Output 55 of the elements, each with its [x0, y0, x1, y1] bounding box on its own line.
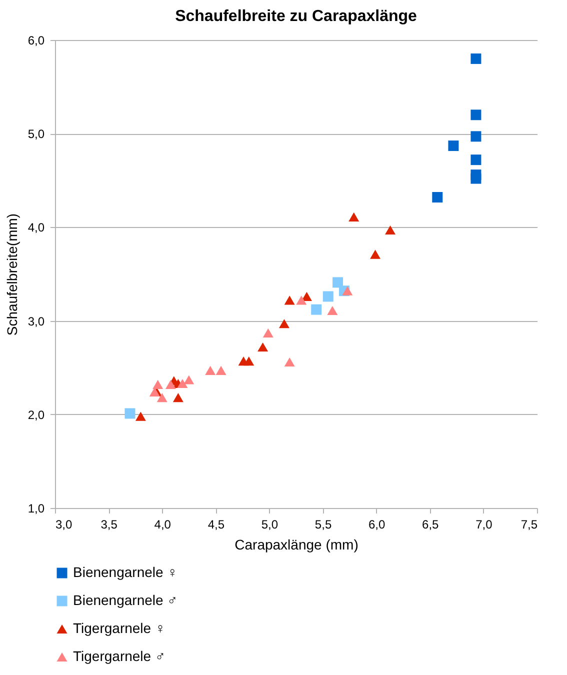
x-tick-label: 4,5: [208, 518, 225, 532]
y-tick-label: 1,0: [28, 502, 45, 516]
point: [284, 296, 295, 305]
point: [342, 286, 353, 296]
x-tick-label: 7,5: [520, 518, 538, 532]
point: [311, 304, 322, 315]
point: [135, 412, 146, 421]
point: [448, 140, 459, 152]
x-tick-label: 3,5: [100, 518, 118, 532]
point: [205, 366, 216, 375]
point: [470, 154, 482, 166]
point: [184, 375, 194, 384]
point: [216, 366, 226, 375]
legend-label: Tigergarnele ♀: [73, 620, 166, 636]
x-tick-label: 5,0: [261, 518, 278, 532]
point: [278, 319, 290, 328]
y-tick-label: 6,0: [28, 34, 45, 48]
point: [470, 110, 482, 120]
point: [470, 131, 482, 142]
y-axis-title: Schaufelbreite(mm): [4, 213, 20, 336]
legend-label: Bienengarnele ♀: [73, 564, 178, 580]
point: [244, 356, 254, 366]
point: [432, 192, 443, 202]
point: [156, 393, 168, 402]
point: [258, 342, 268, 352]
point: [322, 291, 334, 302]
point: [262, 328, 274, 338]
point: [385, 225, 396, 235]
x-tick-label: 3,0: [56, 518, 73, 532]
legend-label: Tigergarnele ♂: [73, 648, 166, 664]
point: [327, 306, 338, 316]
point: [348, 212, 360, 222]
point: [370, 250, 381, 259]
x-tick-label: 6,0: [368, 518, 386, 532]
point: [470, 173, 482, 184]
y-tick-label: 5,0: [28, 127, 45, 142]
point: [296, 296, 307, 305]
chart-title: Schaufelbreite zu Carapaxlänge: [175, 8, 418, 25]
y-tick-label: 2,0: [28, 408, 45, 422]
point: [470, 53, 482, 64]
x-axis-title: Carapaxlänge (mm): [234, 536, 358, 552]
legend-label: Bienengarnele ♂: [73, 592, 178, 608]
point: [332, 277, 344, 288]
point: [124, 408, 136, 419]
x-tick-label: 7,0: [476, 518, 493, 532]
point: [177, 378, 188, 388]
y-tick-label: 3,0: [28, 314, 45, 328]
x-tick-label: 6,5: [422, 518, 440, 532]
x-tick-label: 4,0: [154, 518, 172, 532]
point: [152, 380, 164, 389]
point: [284, 357, 295, 367]
point: [165, 380, 176, 389]
point: [172, 393, 184, 402]
x-tick-label: 5,5: [314, 518, 332, 532]
y-tick-label: 4,0: [28, 220, 45, 235]
